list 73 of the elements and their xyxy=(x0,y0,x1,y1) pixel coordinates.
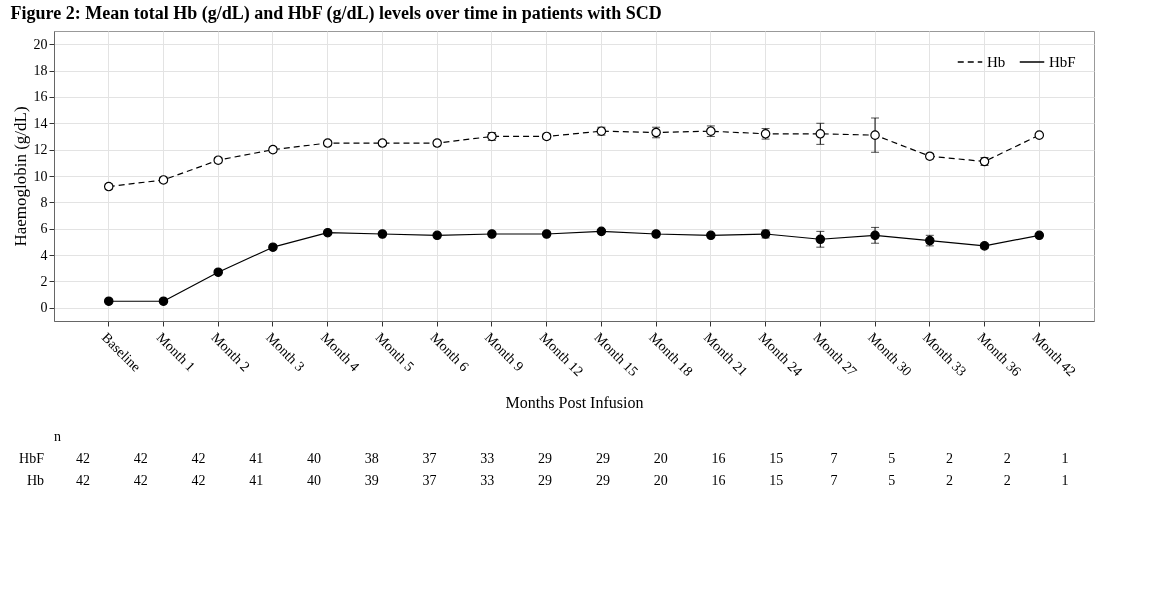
text: 2 xyxy=(1003,473,1011,488)
point xyxy=(815,129,826,139)
text: 37 xyxy=(422,473,437,488)
text: 1 xyxy=(1061,473,1069,488)
text: 15 xyxy=(769,451,784,466)
y-tick-label: 8 xyxy=(40,194,48,210)
point xyxy=(596,226,607,237)
point xyxy=(651,229,661,239)
text: 2 xyxy=(946,473,954,488)
text: Hb xyxy=(26,473,44,488)
text: 42 xyxy=(133,451,148,466)
point xyxy=(322,227,333,238)
text: 42 xyxy=(75,473,90,488)
text: 15 xyxy=(769,473,784,488)
text: 40 xyxy=(307,473,321,488)
y-tick-label: 2 xyxy=(40,273,48,289)
legend-label: Hb xyxy=(987,54,1006,70)
y-tick-label: 10 xyxy=(33,168,48,184)
text: 42 xyxy=(191,451,206,466)
y-tick-label: 16 xyxy=(33,89,48,105)
text: 29 xyxy=(595,473,610,488)
point xyxy=(1034,130,1045,140)
point xyxy=(268,242,278,252)
point xyxy=(213,267,223,277)
point xyxy=(487,229,497,239)
y-tick-label: 14 xyxy=(33,115,48,131)
point xyxy=(870,130,880,140)
text: 41 xyxy=(249,451,264,466)
text: 33 xyxy=(480,473,495,488)
point xyxy=(377,229,388,239)
text: 16 xyxy=(711,473,726,488)
x-axis-title: Months Post Infusion xyxy=(505,394,644,412)
legend-label: HbF xyxy=(1049,54,1076,70)
text: 16 xyxy=(711,451,726,466)
text: 5 xyxy=(888,451,896,466)
text: 33 xyxy=(480,451,495,466)
text: 42 xyxy=(191,473,206,488)
text: 38 xyxy=(364,451,379,466)
chart-title: Figure 2: Mean total Hb (g/dL) and HbF (g/dL) levels over time in patients with SCD xyxy=(10,2,662,24)
y-tick-label: 4 xyxy=(40,247,48,263)
point xyxy=(815,234,826,245)
text: 20 xyxy=(653,451,668,466)
text: 2 xyxy=(1003,451,1011,466)
text: 41 xyxy=(249,473,264,488)
y-axis-title: Haemoglobin (g/dL) xyxy=(10,106,30,247)
text: 5 xyxy=(888,473,896,488)
point xyxy=(870,230,880,241)
point xyxy=(103,296,114,306)
point xyxy=(706,230,716,241)
y-tick-label: 0 xyxy=(40,300,48,316)
text: 29 xyxy=(538,473,553,488)
text: 42 xyxy=(75,451,90,466)
text: 39 xyxy=(364,473,379,488)
point xyxy=(1034,230,1045,241)
text: 20 xyxy=(653,473,668,488)
text: 42 xyxy=(133,473,148,488)
text: 40 xyxy=(307,451,321,466)
text: n xyxy=(54,429,61,444)
text: 1 xyxy=(1061,451,1069,466)
text: HbF xyxy=(19,451,45,466)
point xyxy=(432,230,442,241)
y-tick-label: 20 xyxy=(33,36,48,52)
point xyxy=(541,229,552,239)
y-tick-label: 18 xyxy=(33,63,48,79)
text: 7 xyxy=(830,451,838,466)
y-tick-label: 6 xyxy=(40,221,48,237)
text: 37 xyxy=(422,451,437,466)
y-tick-label: 12 xyxy=(33,142,48,158)
point xyxy=(158,296,169,306)
text: 7 xyxy=(830,473,838,488)
text: 29 xyxy=(595,451,610,466)
text: 29 xyxy=(538,451,553,466)
text: 2 xyxy=(946,451,954,466)
